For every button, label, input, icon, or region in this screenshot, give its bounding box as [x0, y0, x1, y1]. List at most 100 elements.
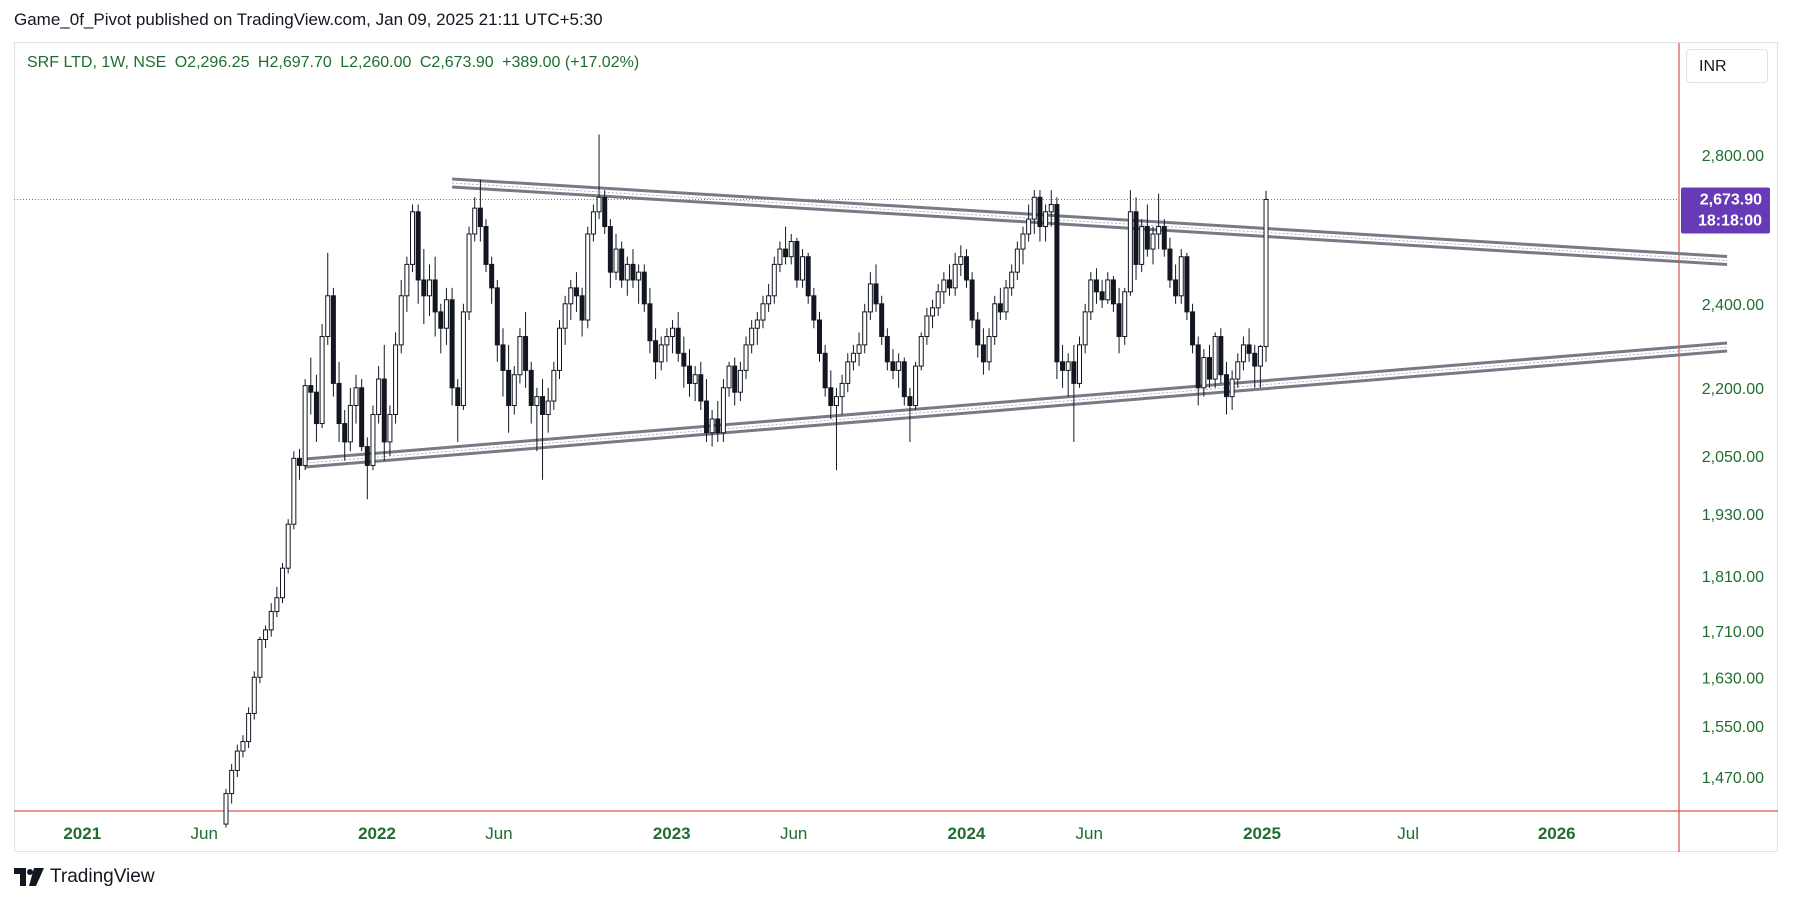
candle-body-down [811, 295, 817, 321]
candle-body-up [302, 385, 308, 466]
candle [907, 387, 913, 442]
candle-body-up [913, 365, 919, 407]
candle [771, 256, 777, 304]
candle-body-up [1212, 336, 1218, 380]
candle-body-up [788, 241, 794, 258]
candle [681, 336, 687, 388]
candle-body-up [839, 382, 845, 398]
candle-body-down [1207, 357, 1213, 380]
footer-brand[interactable]: TradingView [50, 866, 155, 887]
candle [930, 299, 936, 329]
candle-body-down [308, 385, 314, 393]
candle [992, 295, 998, 345]
candle-body-up [1156, 226, 1162, 235]
candle-body-up [229, 769, 235, 795]
candle-body-up [1014, 248, 1020, 273]
legend-high: H2,697.70 [257, 54, 332, 71]
candle-body-up [347, 405, 353, 443]
candle-body-down [975, 319, 981, 346]
candle [862, 303, 868, 354]
candle [822, 344, 828, 397]
candle-body-up [1229, 378, 1235, 398]
candle-body-down [890, 361, 896, 371]
candle [1246, 328, 1252, 362]
candle-body-up [958, 256, 964, 265]
trendline-upper [452, 177, 1728, 267]
tradingview-logo-icon[interactable] [14, 868, 44, 886]
candle-body-up [720, 387, 726, 434]
candle-body-up [636, 271, 642, 281]
candle [805, 252, 811, 304]
candle-body-down [421, 279, 427, 297]
candle [319, 324, 325, 429]
trendline-edge [452, 185, 1728, 267]
candle-body-up [1178, 256, 1184, 297]
candle-body-down [619, 248, 625, 281]
candle [562, 295, 568, 345]
candle [1093, 268, 1099, 304]
candle-body-up [760, 303, 766, 321]
chart-frame [14, 42, 1778, 852]
y-tick-label: 2,800.00 [1702, 148, 1764, 165]
candle [1201, 349, 1207, 397]
candle [1184, 252, 1190, 321]
candle [528, 361, 534, 424]
candle-body-down [630, 263, 636, 281]
candle-body-up [930, 307, 936, 317]
candle [359, 379, 365, 452]
trendlines-layer [305, 177, 1728, 469]
candle [274, 586, 280, 618]
candle [641, 264, 647, 312]
candle-body-down [805, 256, 811, 297]
candle [280, 562, 286, 604]
y-tick-label: 1,930.00 [1702, 507, 1764, 524]
candle [686, 349, 692, 397]
candle [556, 320, 562, 380]
x-tick-label: Jun [780, 824, 807, 843]
candle [969, 272, 975, 329]
candle-body-down [947, 279, 953, 289]
candle [749, 320, 755, 354]
candle-body-down [879, 303, 885, 338]
candle [1009, 264, 1015, 296]
candle [234, 744, 240, 777]
candle [986, 328, 992, 371]
candle [867, 272, 873, 321]
candle [935, 283, 941, 316]
candle-body-up [466, 233, 472, 313]
candle-body-up [918, 336, 924, 367]
candle [845, 353, 851, 393]
candle-body-up [280, 567, 286, 599]
candle [364, 437, 370, 500]
x-tick-label: 2024 [948, 824, 986, 843]
candle [624, 256, 630, 296]
candle-body-up [551, 369, 557, 402]
candle-body-down [822, 352, 828, 389]
candle-body-up [319, 336, 325, 425]
candle [1026, 204, 1032, 242]
x-tick-label: 2025 [1243, 824, 1281, 843]
candle-body-down [1173, 279, 1179, 297]
candle [421, 249, 427, 325]
trendline-edge [452, 177, 1728, 259]
candle [1235, 353, 1241, 388]
candle [619, 241, 625, 288]
candle [415, 204, 421, 304]
candle-body-up [896, 361, 902, 371]
x-tick-label: Jun [485, 824, 512, 843]
candle-body-down [330, 295, 336, 384]
candle [410, 204, 416, 273]
legend-change: +389.00 (+17.02%) [502, 54, 640, 71]
candle-body-down [1184, 256, 1190, 313]
candle [1218, 328, 1224, 384]
candle-body-down [997, 303, 1003, 313]
candle-body-down [1218, 336, 1224, 376]
candle [1037, 190, 1043, 242]
candle [342, 409, 348, 461]
candle-body-down [506, 369, 512, 407]
currency-button[interactable]: INR [1686, 49, 1768, 83]
candle [828, 370, 834, 420]
candle-body-up [613, 248, 619, 273]
candle [1077, 336, 1083, 388]
